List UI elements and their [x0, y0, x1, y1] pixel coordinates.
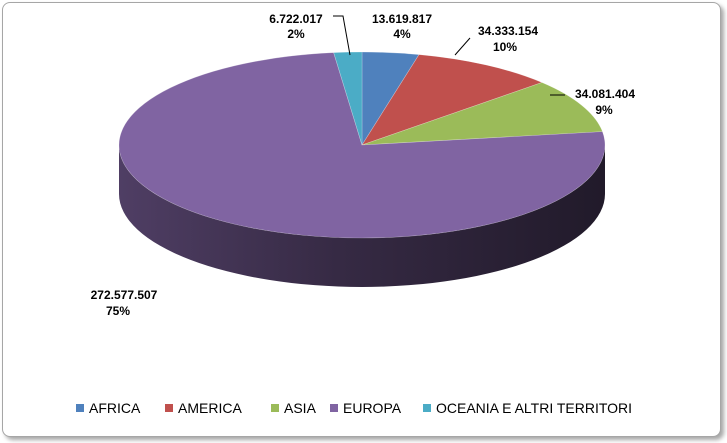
data-label-asia-value: 34.081.404 — [575, 87, 635, 101]
data-label-europa-percent: 75% — [106, 304, 130, 318]
data-label-oceania-percent: 2% — [287, 27, 305, 41]
legend-swatch-europa — [330, 404, 338, 412]
data-label-america-value: 34.333.154 — [478, 24, 538, 38]
legend-swatch-asia — [271, 404, 279, 412]
legend: AFRICA AMERICA ASIA EUROPA OCEANIA E ALT… — [76, 400, 632, 416]
legend-swatch-oceania — [423, 404, 431, 412]
slice-asia — [361, 82, 603, 146]
data-label-asia-percent: 9% — [595, 103, 613, 117]
pie-slices — [118, 51, 606, 239]
legend-label-oceania: OCEANIA E ALTRI TERRITORI — [436, 400, 632, 416]
legend-label-europa: EUROPA — [343, 400, 402, 416]
slice-africa — [361, 51, 420, 147]
pie-sides — [119, 145, 605, 287]
slice-oceania — [333, 51, 363, 146]
slice-side-europa — [119, 145, 605, 287]
data-label-oceania-value: 6.722.017 — [269, 12, 323, 26]
slice-america — [361, 54, 543, 146]
data-label-america-percent: 10% — [493, 40, 517, 54]
legend-swatch-africa — [76, 404, 84, 412]
leader-line-america — [454, 37, 471, 56]
legend-swatch-america — [165, 404, 173, 412]
legend-label-africa: AFRICA — [89, 400, 141, 416]
legend-label-america: AMERICA — [178, 400, 242, 416]
legend-label-asia: ASIA — [284, 400, 317, 416]
leader-lines — [333, 15, 565, 96]
data-label-europa-value: 272.577.507 — [91, 288, 158, 302]
data-label-africa-percent: 4% — [393, 27, 411, 41]
leader-line-oceania — [333, 15, 351, 56]
data-label-africa-value: 13.619.817 — [372, 12, 432, 26]
slice-europa — [118, 52, 606, 239]
